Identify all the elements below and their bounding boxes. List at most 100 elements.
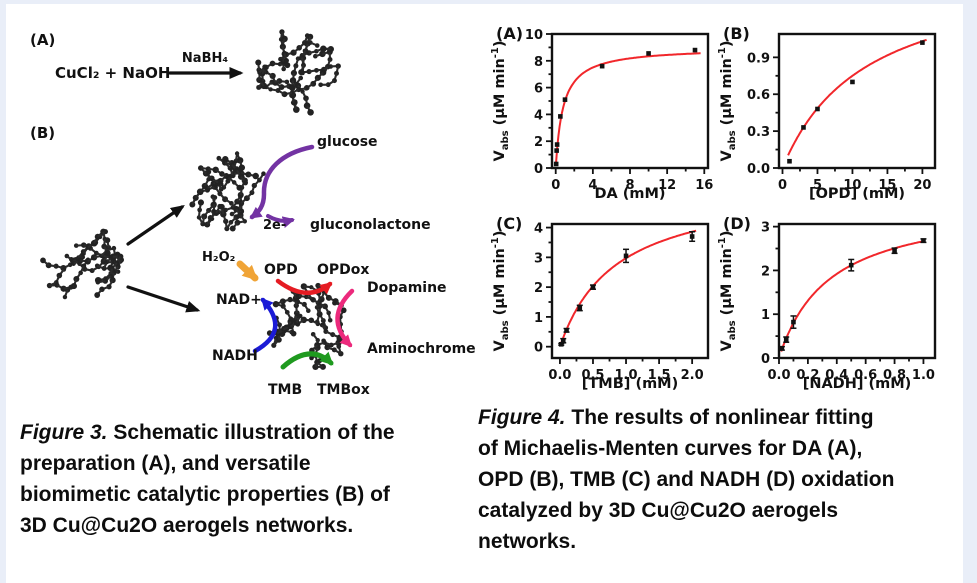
y-tick-label: 1 (534, 311, 543, 326)
x-axis-label: [OPD] (mM) (809, 186, 905, 202)
data-point (564, 328, 569, 333)
data-point (553, 161, 559, 167)
data-point (815, 106, 820, 112)
y-label-end: ) (492, 40, 508, 47)
plot-frame (550, 222, 710, 360)
figure4-caption-line: networks. (478, 530, 577, 553)
y-label-superscript: -1 (717, 237, 728, 248)
label-glucose: glucose (317, 134, 378, 150)
y-label-superscript: -1 (490, 237, 501, 248)
y-label-end: ) (719, 230, 735, 237)
plot-nadh: 0.0 0.2 0.4 0.6 0.8 1.0 0 1 2 3 (D) [NADH] (mM) Vabs… (717, 214, 937, 392)
x-tick-label: 20 (913, 178, 931, 193)
label-reaction-reactants: CuCl₂ + NaOH (55, 64, 170, 82)
x-tick-label: 0.0 (767, 368, 790, 383)
page-border-top (0, 0, 977, 4)
figure3-caption: Figure 3. Schematic illustration of the … (20, 417, 472, 541)
fit-curve (780, 240, 924, 352)
data-point (692, 47, 698, 53)
x-tick-label: 1.5 (648, 368, 671, 383)
y-label-end: ) (492, 230, 508, 237)
x-tick-label: 0.5 (581, 368, 604, 383)
figure3-caption-line: preparation (A), and versatile (20, 452, 311, 475)
x-tick-label: 0.2 (796, 368, 819, 383)
data-point (892, 248, 897, 254)
y-tick-label: 4 (534, 108, 543, 123)
data-point (920, 40, 925, 45)
y-tick-label: 0 (534, 341, 543, 356)
data-point (848, 262, 854, 268)
axis-ticks (546, 226, 694, 364)
label-panel-b: (B) (30, 124, 55, 142)
y-axis-label: Vabs (μM min-1) (717, 40, 738, 161)
label-tmb: TMB (268, 382, 302, 398)
x-tick-label: 12 (658, 178, 676, 193)
data-point (558, 342, 564, 347)
nadh-arc-arrow (252, 297, 278, 354)
label-electrons: 2e- (263, 218, 286, 233)
figure4-caption: Figure 4. The results of nonlinear fitti… (478, 402, 964, 557)
data-point (850, 79, 855, 85)
aerogel-cluster-multi-catalysis (266, 282, 349, 371)
figure4-caption-line: catalyzed by 3D Cu@Cu2O aerogels (478, 499, 839, 522)
panel-label: (C) (496, 214, 522, 233)
branch-arrow-top (126, 205, 185, 246)
fit-curve (787, 38, 927, 156)
label-panel-a: (A) (30, 31, 55, 49)
x-tick-label: 1.0 (615, 368, 638, 383)
y-tick-label: 4 (534, 222, 543, 237)
figure4-caption-prefix: Figure 4. (478, 406, 566, 429)
y-tick-label: 3 (761, 221, 770, 236)
label-gluconolactone: gluconolactone (310, 217, 431, 233)
data-point (562, 97, 568, 102)
figure3-schematic: (A)CuCl₂ + NaOH NaBH₄ (B) glucose 2e-glucono… (30, 29, 476, 398)
data-point (787, 158, 792, 164)
plot-frame (550, 32, 710, 170)
data-point (791, 319, 796, 325)
h2o2-arrow (236, 260, 259, 282)
plot-tmb: 0.0 0.5 1.0 1.5 2.0 0 1 2 3 4 (C) [TMB] (mM) Vabs (μ… (490, 214, 710, 392)
y-label-subscript: abs (727, 320, 738, 340)
y-tick-label: 0.6 (747, 88, 770, 103)
label-opd: OPD (264, 262, 298, 278)
x-axis-label: [TMB] (mM) (582, 376, 678, 392)
y-label-subscript: abs (500, 320, 511, 340)
x-tick-label: 0.8 (883, 368, 906, 383)
y-label-base: V (492, 340, 508, 352)
data-point (554, 148, 559, 153)
figure3-caption-prefix: Figure 3. (20, 421, 108, 444)
data-point (577, 305, 583, 311)
y-label-unit: (μM min (719, 248, 735, 320)
data-point (921, 238, 926, 243)
figure3-caption-text: Schematic illustration of the (107, 421, 395, 444)
panel-label: (A) (496, 24, 523, 43)
label-dopamine: Dopamine (367, 280, 447, 296)
aerogel-cluster-product (255, 29, 341, 116)
panel-label: (B) (723, 24, 750, 43)
label-reaction-catalyst: NaBH₄ (182, 51, 228, 66)
aerogel-cluster-start (40, 228, 125, 300)
label-h2o2: H₂O₂ (202, 250, 235, 265)
x-tick-label: 2.0 (681, 368, 704, 383)
x-tick-label: 4 (588, 178, 597, 193)
data-point (558, 114, 563, 119)
x-tick-label: 8 (625, 178, 634, 193)
figure3-caption-line: Figure 3. Schematic illustration of the (20, 417, 472, 448)
x-axis-label: DA (mM) (594, 186, 665, 202)
data-point (560, 338, 566, 344)
data-point (646, 51, 651, 56)
y-tick-label: 0.3 (747, 125, 770, 140)
y-tick-label: 0.0 (747, 162, 770, 177)
x-tick-label: 16 (695, 178, 713, 193)
data-point (599, 63, 605, 69)
data-point (779, 346, 785, 351)
y-label-base: V (719, 340, 735, 352)
opd-arc-arrow (275, 278, 333, 295)
y-label-unit: (μM min (492, 248, 508, 320)
plot-da: 0 4 8 12 16 0 2 4 6 8 10(A) DA (mM) Vabs (μM min-1) (490, 24, 713, 202)
panel-label: (D) (723, 214, 751, 233)
page-border-right (963, 0, 977, 583)
y-tick-label: 6 (534, 82, 543, 97)
y-tick-label: 10 (525, 28, 543, 43)
